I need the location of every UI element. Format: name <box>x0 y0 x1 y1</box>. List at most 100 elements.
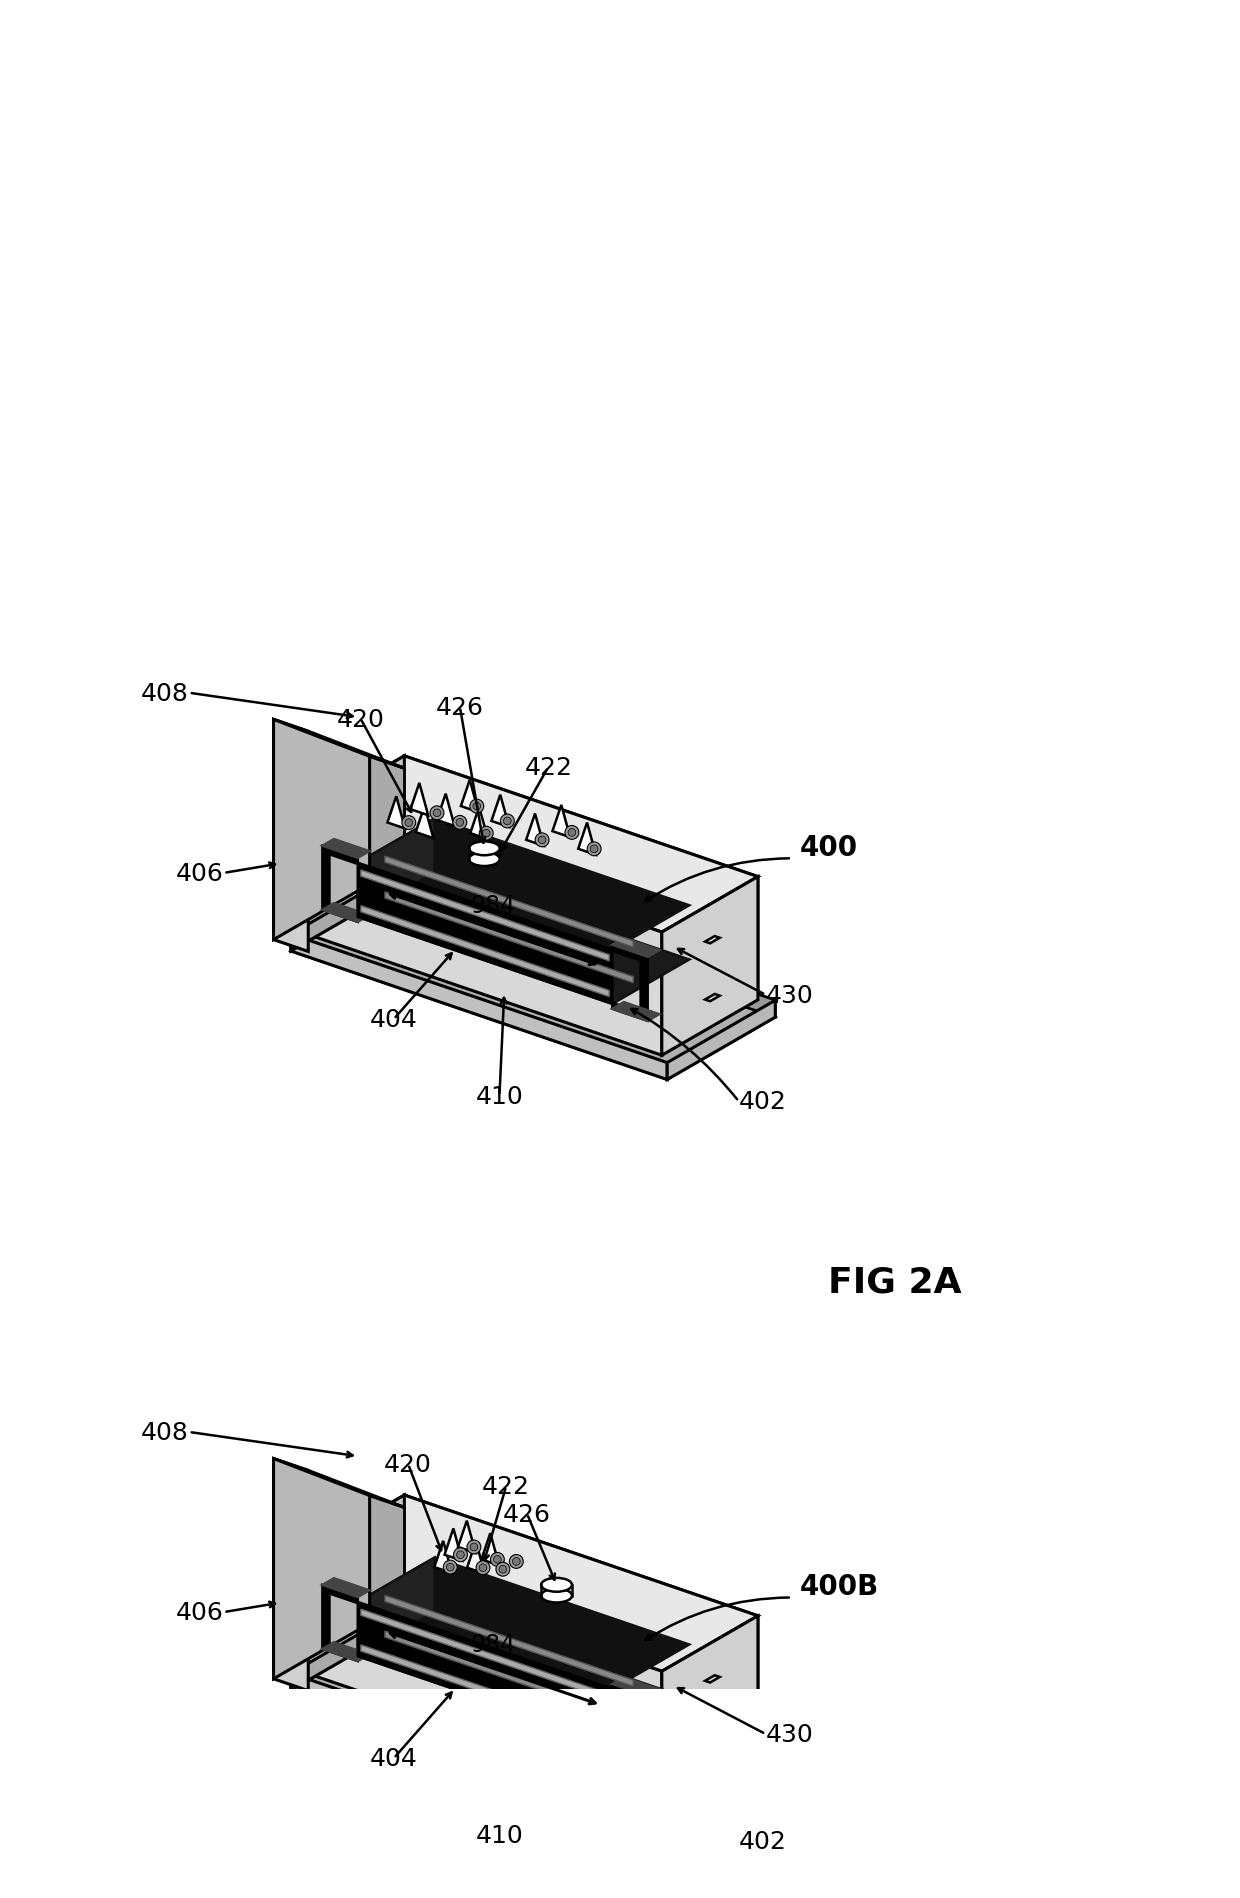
Circle shape <box>568 829 575 837</box>
Polygon shape <box>309 757 404 936</box>
Polygon shape <box>358 818 435 917</box>
Circle shape <box>494 1556 501 1564</box>
Polygon shape <box>274 1460 404 1507</box>
Polygon shape <box>358 1602 613 1742</box>
Ellipse shape <box>541 1589 572 1602</box>
Circle shape <box>470 1543 477 1551</box>
Polygon shape <box>322 903 370 922</box>
Circle shape <box>443 1560 458 1573</box>
Polygon shape <box>291 1611 399 1691</box>
Polygon shape <box>322 847 358 922</box>
Polygon shape <box>434 1541 453 1573</box>
Polygon shape <box>481 1534 500 1566</box>
Polygon shape <box>309 879 758 1055</box>
Circle shape <box>480 828 494 841</box>
Polygon shape <box>662 1615 758 1794</box>
Text: 408: 408 <box>141 681 188 706</box>
Polygon shape <box>309 1551 662 1794</box>
Polygon shape <box>404 1496 758 1739</box>
Text: 430: 430 <box>766 1721 813 1746</box>
Circle shape <box>565 826 579 841</box>
Polygon shape <box>613 940 660 957</box>
Polygon shape <box>309 1496 758 1672</box>
Polygon shape <box>706 936 719 943</box>
Text: FIG 2A: FIG 2A <box>828 1264 962 1298</box>
Polygon shape <box>578 824 596 856</box>
Circle shape <box>405 820 413 828</box>
Text: 410: 410 <box>476 1084 523 1108</box>
Circle shape <box>446 1564 454 1572</box>
Polygon shape <box>309 812 662 1055</box>
Polygon shape <box>291 934 667 1080</box>
Text: 400: 400 <box>800 833 858 862</box>
Circle shape <box>588 843 601 856</box>
Polygon shape <box>358 1611 689 1742</box>
Circle shape <box>491 1553 505 1566</box>
Polygon shape <box>384 1596 634 1685</box>
Text: 410: 410 <box>476 1824 523 1847</box>
Circle shape <box>470 799 484 814</box>
Polygon shape <box>410 784 428 816</box>
Polygon shape <box>445 1528 463 1560</box>
Ellipse shape <box>469 852 500 867</box>
Polygon shape <box>436 793 455 826</box>
Polygon shape <box>399 873 775 1017</box>
Text: 402: 402 <box>739 1828 786 1852</box>
Circle shape <box>430 807 444 820</box>
Polygon shape <box>399 1611 775 1756</box>
Circle shape <box>453 816 466 829</box>
Polygon shape <box>358 864 613 1004</box>
Circle shape <box>472 803 481 810</box>
Polygon shape <box>706 1676 719 1684</box>
Circle shape <box>476 1560 490 1575</box>
Polygon shape <box>291 873 399 951</box>
Circle shape <box>482 829 490 837</box>
Polygon shape <box>613 1684 647 1759</box>
Circle shape <box>467 1539 481 1554</box>
Polygon shape <box>706 995 719 1002</box>
Text: 426: 426 <box>503 1501 551 1526</box>
Polygon shape <box>291 1611 775 1801</box>
Text: 420: 420 <box>337 708 384 731</box>
Text: 430: 430 <box>766 983 813 1008</box>
Polygon shape <box>322 1642 370 1661</box>
Polygon shape <box>322 1585 358 1661</box>
Polygon shape <box>370 757 404 896</box>
Text: 406: 406 <box>176 862 223 886</box>
Circle shape <box>538 837 546 845</box>
Polygon shape <box>662 877 758 1055</box>
Polygon shape <box>553 805 570 837</box>
Polygon shape <box>491 795 510 828</box>
Text: 408: 408 <box>141 1420 188 1444</box>
Circle shape <box>456 820 464 828</box>
Polygon shape <box>274 719 370 940</box>
Circle shape <box>590 845 598 854</box>
Polygon shape <box>461 780 479 812</box>
Polygon shape <box>370 1496 404 1636</box>
Circle shape <box>510 1554 523 1568</box>
Polygon shape <box>467 1541 485 1573</box>
Polygon shape <box>526 814 544 847</box>
Text: 400B: 400B <box>800 1572 879 1600</box>
Polygon shape <box>291 1628 775 1818</box>
Text: 426: 426 <box>436 695 484 719</box>
Polygon shape <box>309 1496 404 1674</box>
Text: 402: 402 <box>739 1089 786 1114</box>
Circle shape <box>454 1549 467 1562</box>
Ellipse shape <box>469 843 500 856</box>
Text: 984: 984 <box>470 1632 516 1655</box>
Circle shape <box>536 833 549 847</box>
Polygon shape <box>322 1579 370 1596</box>
Polygon shape <box>361 1646 609 1737</box>
Circle shape <box>402 816 415 829</box>
Text: 406: 406 <box>176 1600 223 1625</box>
Polygon shape <box>309 1619 758 1794</box>
Polygon shape <box>613 945 647 1021</box>
Circle shape <box>456 1551 464 1558</box>
Text: 420: 420 <box>384 1452 432 1477</box>
Polygon shape <box>291 873 775 1063</box>
Text: 422: 422 <box>482 1475 531 1499</box>
Polygon shape <box>613 1678 660 1697</box>
Circle shape <box>479 1564 487 1572</box>
Circle shape <box>433 810 441 818</box>
